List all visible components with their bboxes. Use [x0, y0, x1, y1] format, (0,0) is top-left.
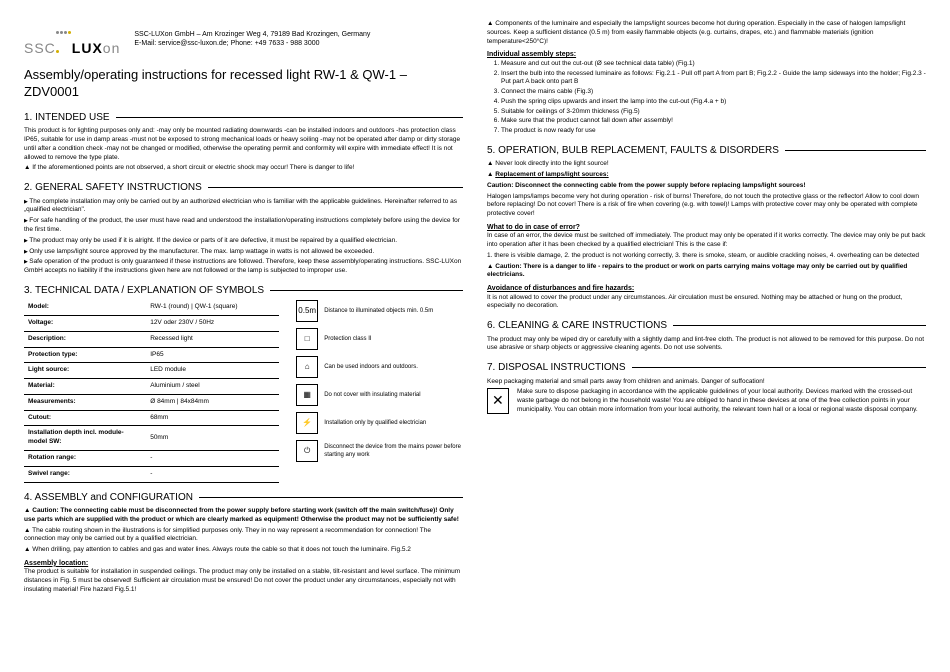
s5-c1: Caution: Disconnect the connecting cable… — [487, 182, 926, 191]
tech-row: Light source:LED module — [24, 363, 279, 379]
step-item: Make sure that the product cannot fall d… — [501, 117, 926, 126]
s2-b5: Safe operation of the product is only gu… — [24, 258, 463, 276]
symbol-icon: 0.5m — [296, 300, 318, 322]
tech-row: Cutout:68mm — [24, 410, 279, 426]
step-item: Insert the bulb into the recessed lumina… — [501, 70, 926, 88]
s6-p1: The product may only be wiped dry or car… — [487, 336, 926, 354]
symbol-row: ⚡ Installation only by qualified electric… — [296, 412, 463, 434]
s5-p4: It is not allowed to cover the product u… — [487, 294, 926, 312]
contact-line: E-Mail: service@ssc-luxon.de; Phone: +49… — [134, 39, 370, 48]
assembly-steps: Measure and cut out the cut-out (Ø see t… — [487, 60, 926, 136]
s5-w1: Never look directly into the light sourc… — [487, 160, 926, 169]
symbol-text: Distance to illuminated objects min. 0.5… — [324, 307, 433, 315]
tech-row: Voltage:12V oder 230V / 50Hz — [24, 316, 279, 332]
s2-b1: The complete installation may only be ca… — [24, 198, 463, 216]
waste-bin-icon — [487, 388, 509, 414]
s5-sub3: Avoidance of disturbances and fire hazar… — [487, 284, 926, 293]
symbol-text: Do not cover with insulating material — [324, 391, 420, 399]
tech-table: Model:RW-1 (round) | QW-1 (square)Voltag… — [24, 300, 279, 482]
right-column: Components of the luminaire and especial… — [487, 20, 926, 652]
tech-row: Description:Recessed light — [24, 331, 279, 347]
tech-row: Measurements:Ø 84mm | 84x84mm — [24, 394, 279, 410]
left-column: SSCLUXon SSC-LUXon GmbH – Am Krozinger W… — [24, 20, 463, 652]
tech-row: Rotation range:- — [24, 450, 279, 466]
company-line: SSC-LUXon GmbH – Am Krozinger Weg 4, 791… — [134, 30, 370, 39]
s5-p3: 1. there is visible damage, 2. the produ… — [487, 252, 926, 261]
s7-heading: 7. DISPOSAL INSTRUCTIONS — [487, 361, 926, 375]
symbol-text: Can be used indoors and outdoors. — [324, 363, 418, 371]
tech-row: Protection type:IP65 — [24, 347, 279, 363]
r1-w1: Components of the luminaire and especial… — [487, 20, 926, 46]
header: SSCLUXon SSC-LUXon GmbH – Am Krozinger W… — [24, 20, 463, 58]
doc-title: Assembly/operating instructions for rece… — [24, 66, 463, 101]
tech-row: Model:RW-1 (round) | QW-1 (square) — [24, 300, 279, 315]
step-item: Push the spring clips upwards and insert… — [501, 98, 926, 107]
s4-w2: The cable routing shown in the illustrat… — [24, 527, 463, 545]
s5-p2: In case of an error, the device must be … — [487, 232, 926, 250]
symbol-icon: ⌂ — [296, 356, 318, 378]
symbol-row: ▦ Do not cover with insulating material — [296, 384, 463, 406]
r1-sub: Individual assembly steps: — [487, 50, 926, 59]
s3-heading: 3. TECHNICAL DATA / EXPLANATION OF SYMBO… — [24, 284, 463, 298]
symbol-icon: ⚡ — [296, 412, 318, 434]
step-item: Connect the mains cable (Fig.3) — [501, 88, 926, 97]
s4-sub: Assembly location: — [24, 559, 463, 568]
s6-heading: 6. CLEANING & CARE INSTRUCTIONS — [487, 319, 926, 333]
company-info: SSC-LUXon GmbH – Am Krozinger Weg 4, 791… — [134, 30, 370, 48]
symbol-icon: ▦ — [296, 384, 318, 406]
symbol-text: Protection class II — [324, 335, 371, 343]
step-item: Suitable for ceilings of 3-20mm thicknes… — [501, 108, 926, 117]
tech-row: Material:Aluminium / steel — [24, 379, 279, 395]
s7-p1: Keep packaging material and small parts … — [487, 378, 926, 387]
s5-w3: Caution: There is a danger to life - rep… — [487, 263, 926, 281]
tech-row: Installation depth incl. module-model SW… — [24, 426, 279, 451]
s2-b4: Only use lamps/light source approved by … — [24, 248, 463, 257]
s4-w3: When drilling, pay attention to cables a… — [24, 546, 463, 555]
s5-p1: Halogen lamps/lamps become very hot duri… — [487, 193, 926, 219]
s7-p2: Make sure to dispose packaging in accord… — [517, 388, 926, 414]
symbol-row: ⏻ Disconnect the device from the mains po… — [296, 440, 463, 462]
symbol-row: 0.5m Distance to illuminated objects min.… — [296, 300, 463, 322]
disposal-row: Make sure to dispose packaging in accord… — [487, 388, 926, 416]
symbol-text: Disconnect the device from the mains pow… — [324, 443, 463, 459]
symbol-icon: ⏻ — [296, 440, 318, 462]
symbol-icon: □ — [296, 328, 318, 350]
s4-p1: The product is suitable for installation… — [24, 568, 463, 594]
symbols-column: 0.5m Distance to illuminated objects min.… — [296, 300, 463, 468]
s5-w2: Replacement of lamps/light sources: — [487, 171, 926, 180]
s4-w1: Caution: The connecting cable must be di… — [24, 507, 463, 525]
s4-heading: 4. ASSEMBLY and CONFIGURATION — [24, 491, 463, 505]
s1-p1: This product is for lighting purposes on… — [24, 127, 463, 162]
tech-row: Swivel range:- — [24, 466, 279, 482]
s2-b2: For safe handling of the product, the us… — [24, 217, 463, 235]
s5-sub2: What to do in case of error? — [487, 223, 926, 232]
s2-heading: 2. GENERAL SAFETY INSTRUCTIONS — [24, 181, 463, 195]
symbol-row: □ Protection class II — [296, 328, 463, 350]
step-item: The product is now ready for use — [501, 127, 926, 136]
logo: SSCLUXon — [24, 20, 120, 58]
s1-heading: 1. INTENDED USE — [24, 111, 463, 125]
symbol-text: Installation only by qualified electrici… — [324, 419, 426, 427]
s5-heading: 5. OPERATION, BULB REPLACEMENT, FAULTS &… — [487, 144, 926, 158]
step-item: Measure and cut out the cut-out (Ø see t… — [501, 60, 926, 69]
symbol-row: ⌂ Can be used indoors and outdoors. — [296, 356, 463, 378]
s1-w1: If the aforementioned points are not obs… — [24, 164, 463, 173]
s2-b3: The product may only be used if it is al… — [24, 237, 463, 246]
